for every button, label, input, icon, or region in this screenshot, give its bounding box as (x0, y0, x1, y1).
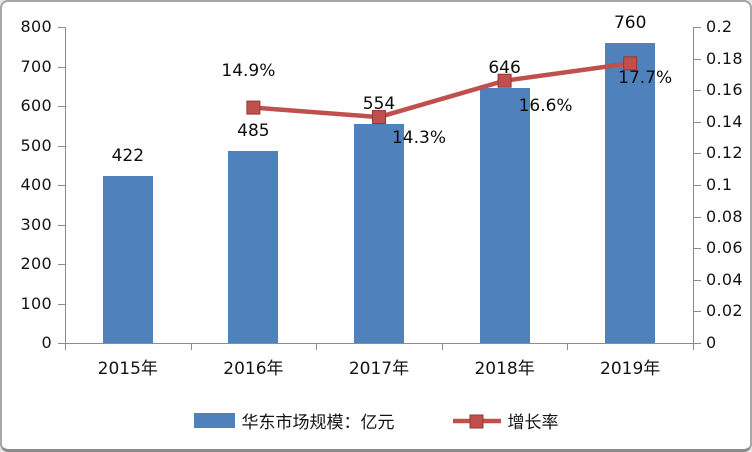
bar-value-label: 760 (613, 12, 647, 33)
y-axis-right-tick-label: 0.04 (706, 269, 743, 289)
y-axis-left-tick-label: 400 (20, 175, 52, 194)
x-axis-tick (441, 343, 443, 350)
legend-label-growth-rate: 增长率 (507, 413, 559, 433)
y-axis-left-tick-label: 0 (41, 333, 52, 352)
y-axis-left-tick (58, 106, 65, 107)
line-series-swatch-icon (452, 414, 501, 428)
y-axis-left-tick-label: 300 (20, 214, 52, 234)
line-value-label: 14.9% (221, 60, 276, 81)
bar (228, 151, 279, 343)
y-axis-right-tick (694, 90, 701, 92)
y-axis-right-tick (694, 153, 701, 155)
y-axis-right-tick-label: 0.02 (706, 301, 743, 321)
y-axis-right-tick-label: 0.14 (706, 111, 743, 131)
y-axis-left-tick (58, 66, 65, 68)
y-axis-right-tick-label: 0.1 (706, 175, 733, 194)
y-axis-right-tick-label: 0.08 (706, 206, 743, 226)
legend-item-growth-rate: 增长率 (452, 408, 559, 433)
y-axis-right-tick (694, 216, 701, 218)
legend-line-marker-icon (469, 414, 483, 428)
line-value-label: 14.3% (391, 128, 446, 149)
y-axis-right-tick (694, 311, 701, 313)
legend: 华东市场规模：亿元 增长率 (2, 408, 750, 433)
bar (102, 176, 153, 343)
x-axis-label: 2017年 (348, 359, 410, 379)
x-axis-tick (316, 343, 318, 350)
legend-label-market-size: 华东市场规模：亿元 (241, 413, 395, 433)
bar-series-swatch-icon (193, 413, 235, 428)
y-axis-left-tick-label: 100 (20, 293, 52, 313)
legend-item-market-size: 华东市场规模：亿元 (193, 408, 395, 433)
y-axis-right-tick (694, 121, 701, 123)
y-axis-right-tick (694, 27, 701, 28)
bar-value-label: 554 (362, 94, 396, 115)
y-axis-right-tick (694, 279, 701, 281)
y-axis-left-tick (58, 343, 65, 344)
y-axis-left-tick-label: 600 (20, 96, 52, 115)
y-axis-left-tick (58, 27, 65, 28)
y-axis-right-tick-label: 0.18 (706, 48, 743, 68)
bar-value-label: 646 (488, 57, 521, 78)
y-axis-left (65, 27, 66, 343)
y-axis-left-tick (58, 303, 65, 305)
y-axis-right-tick (694, 185, 701, 186)
y-axis-right-tick-label: 0.12 (706, 143, 743, 163)
x-axis-tick (693, 343, 694, 350)
bar-value-label: 485 (237, 121, 270, 142)
y-axis-left-tick-label: 500 (20, 135, 52, 155)
y-axis-right-tick-label: 0.06 (706, 238, 743, 258)
y-axis-left-tick-label: 800 (20, 17, 52, 36)
x-axis-tick (567, 343, 569, 350)
x-axis-label: 2018年 (474, 359, 535, 379)
bar-value-label: 422 (111, 146, 145, 167)
y-axis-right (693, 27, 694, 343)
x-axis-label: 2019年 (600, 359, 661, 379)
bar (479, 87, 530, 343)
line-value-label: 17.7% (618, 68, 673, 89)
y-axis-right-tick (694, 343, 701, 344)
y-axis-right-tick (694, 248, 701, 250)
y-axis-right-tick-label: 0.16 (706, 80, 743, 100)
line-value-label: 16.6% (518, 95, 573, 116)
y-axis-left-tick (58, 264, 65, 265)
y-axis-left-tick (58, 224, 65, 226)
y-axis-left-tick (58, 145, 65, 147)
x-axis-tick (65, 343, 66, 350)
x-axis-label: 2016年 (223, 359, 284, 379)
x-axis-tick (190, 343, 192, 350)
y-axis-left-tick-label: 700 (20, 56, 52, 76)
y-axis-left-tick (58, 185, 65, 186)
x-axis (65, 343, 694, 344)
x-axis-label: 2015年 (97, 359, 158, 379)
y-axis-left-tick-label: 200 (20, 254, 52, 273)
y-axis-right-tick (694, 58, 701, 60)
y-axis-right-tick-label: 0.2 (706, 17, 733, 36)
y-axis-right-tick-label: 0 (706, 333, 717, 352)
bar (354, 124, 404, 343)
line-marker (246, 100, 261, 115)
